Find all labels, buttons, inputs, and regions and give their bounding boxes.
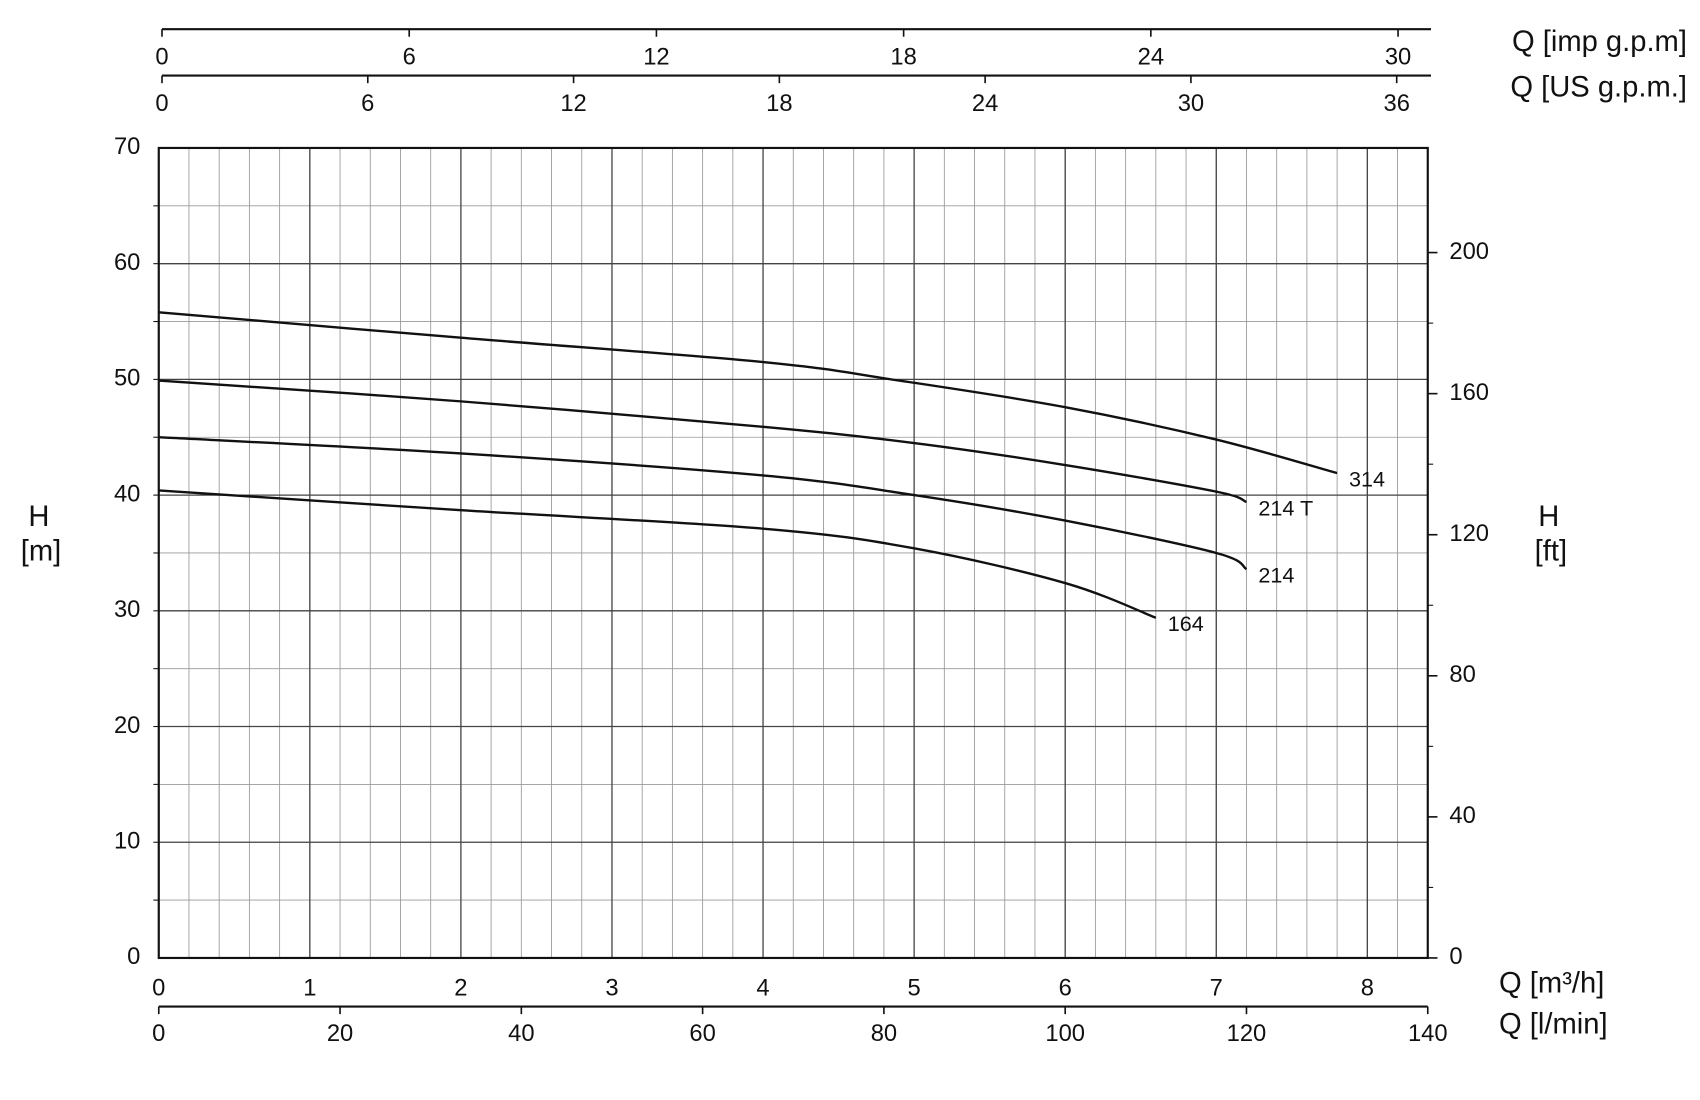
secondary-axis-title: Q [US g.p.m.] [1510,71,1687,103]
secondary-tick-label: 12 [643,44,669,71]
secondary-tick-label: 24 [972,90,998,117]
y2-tick-label: 80 [1449,661,1475,688]
secondary-tick-label: 6 [361,90,374,117]
x-tick-label: 3 [605,975,618,1002]
secondary-axis-title: Q [imp g.p.m] [1512,26,1687,58]
secondary-tick-label: 20 [327,1020,353,1047]
curve [158,311,1338,475]
secondary-tick-label: 80 [871,1020,897,1047]
secondary-tick-label: 140 [1408,1020,1448,1047]
y-axis-title: H [28,501,49,533]
secondary-tick-label: 0 [152,1020,165,1047]
y-tick-label: 60 [114,249,140,276]
y2-tick-label: 40 [1449,802,1475,829]
secondary-tick-label: 12 [560,90,586,117]
x-tick-label: 5 [908,975,921,1002]
x-tick-label: 2 [454,975,467,1002]
x-tick-label: 1 [303,975,316,1002]
y2-axis-title: H [1538,501,1559,533]
y-tick-label: 10 [114,828,140,855]
curve-label: 164 [1168,611,1204,636]
secondary-axis-title: Q [l/min] [1499,1009,1608,1041]
y-axis-unit: [m] [21,536,62,568]
curve [158,489,1157,619]
secondary-tick-label: 24 [1138,44,1164,71]
curve [158,379,1247,504]
curve-label: 314 [1349,466,1385,491]
y2-tick-label: 120 [1449,520,1489,547]
y-tick-label: 0 [127,943,140,970]
secondary-tick-label: 0 [155,90,168,117]
y-tick-label: 40 [114,480,140,507]
curve-label: 214 T [1258,495,1313,520]
curve [158,436,1248,571]
curve-label: 214 [1258,562,1294,587]
x-axis-title: Q [m³/h] [1499,968,1604,1000]
secondary-tick-label: 0 [155,44,168,71]
plot-frame [157,146,1429,960]
y-tick-label: 70 [114,133,140,160]
secondary-tick-label: 120 [1227,1020,1267,1047]
y2-tick-label: 0 [1449,943,1462,970]
secondary-tick-label: 40 [508,1020,534,1047]
secondary-tick-label: 36 [1383,90,1409,117]
secondary-tick-label: 30 [1178,90,1204,117]
secondary-tick-label: 6 [403,44,416,71]
y2-tick-label: 200 [1449,238,1489,265]
secondary-tick-label: 30 [1385,44,1411,71]
x-tick-label: 0 [152,975,165,1002]
chart-body: H [m] H [ft] Q [m³/h] 0 1 2 3 4 5 6 7 8010203040… [21,26,1687,1047]
x-tick-label: 8 [1361,975,1374,1002]
x-tick-label: 7 [1210,975,1223,1002]
x-tick-label: 4 [756,975,769,1002]
y2-tick-label: 160 [1449,379,1489,406]
secondary-tick-label: 100 [1045,1020,1085,1047]
secondary-tick-label: 60 [689,1020,715,1047]
y2-axis-unit: [ft] [1535,536,1567,568]
y-tick-label: 20 [114,712,140,739]
secondary-tick-label: 18 [890,44,916,71]
x-tick-label: 6 [1059,975,1072,1002]
y-tick-label: 30 [114,596,140,623]
secondary-tick-label: 18 [766,90,792,117]
y-tick-label: 50 [114,365,140,392]
